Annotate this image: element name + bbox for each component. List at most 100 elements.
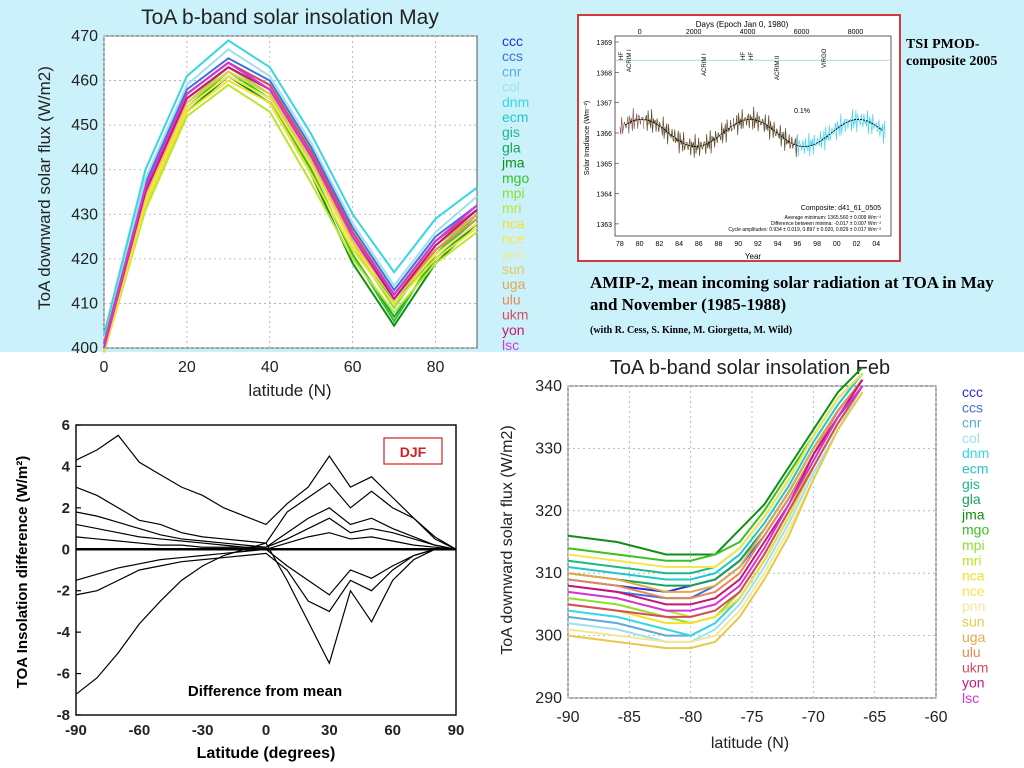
y-tick-label: -8	[57, 707, 70, 724]
y-tick-label: 300	[535, 628, 562, 645]
x-tick-label: 40	[261, 359, 279, 376]
series-line	[567, 379, 864, 593]
djf-tick-labels: -90 -60 -30 0 30 60 90 -8 -6 -4 -2 0 2 4 6	[57, 417, 465, 739]
legend-entry: ukm	[962, 659, 988, 675]
feb-series-lines	[567, 366, 864, 650]
series-line	[103, 74, 478, 349]
series-line	[567, 379, 864, 606]
y-tick-label: 6	[62, 417, 70, 434]
tsi-x-tick: 92	[754, 241, 762, 248]
series-line	[567, 385, 864, 643]
x-tick-label: -80	[679, 709, 702, 726]
djf-ylabel: TOA Insolation difference (W/m²)	[14, 456, 31, 689]
x-tick-label: -30	[192, 722, 214, 739]
may-plot-area	[103, 35, 478, 349]
legend-entry: ukm	[502, 307, 528, 323]
tsi-x-tick: 82	[655, 241, 663, 248]
legend-entry: ccc	[962, 384, 983, 400]
may-grid	[103, 35, 477, 349]
tsi-top-tick: 6000	[794, 29, 810, 36]
legend-entry: ulu	[962, 644, 981, 660]
legend-entry: nce	[502, 231, 525, 247]
tsi-top-tick: 0	[638, 29, 642, 36]
legend-entry: ulu	[502, 291, 521, 307]
series-line	[567, 385, 864, 618]
legend-entry: ccs	[502, 48, 523, 64]
tsi-top-ticks: 0 2000 4000 6000 8000	[638, 29, 864, 36]
djf-xlabel: Latitude (degrees)	[197, 745, 336, 762]
legend-entry: mpi	[962, 537, 985, 553]
tsi-y-tick: 1363	[596, 222, 612, 229]
y-tick-label: 410	[71, 295, 98, 312]
legend-entry: nca	[502, 215, 525, 231]
legend-entry: mgo	[962, 522, 989, 538]
feb-chart-xlabel: latitude (N)	[711, 735, 789, 752]
amip-subtitle: (with R. Cess, S. Kinne, M. Giorgetta, M…	[590, 325, 793, 336]
series-line	[75, 548, 456, 613]
tsi-stat-2: Difference between minima: -0.017 ± 0.00…	[771, 221, 881, 227]
series-line	[567, 379, 864, 600]
tsi-instrument-hf2: HF	[741, 52, 747, 60]
legend-entry: gla	[502, 139, 521, 155]
tsi-instrument-hf: HF	[619, 52, 625, 60]
x-tick-label: 30	[321, 722, 338, 739]
x-tick-label: 60	[384, 722, 401, 739]
legend-entry: dnm	[962, 445, 989, 461]
feb-grid	[567, 385, 937, 699]
tsi-top-tick: 4000	[740, 29, 756, 36]
series-line	[103, 57, 478, 344]
tsi-irradiance-series	[619, 106, 886, 158]
legend-entry: mgo	[502, 170, 529, 186]
legend-entry: ccc	[502, 33, 523, 49]
tsi-series-segment	[644, 109, 733, 158]
legend-entry: mpi	[502, 185, 525, 201]
tsi-pct-label: 0.1%	[794, 108, 810, 115]
series-line	[103, 39, 478, 335]
tsi-stat-3: Cycle amplitudes: 0.934 ± 0.019, 0.897 ±…	[728, 227, 881, 233]
x-tick-label: 80	[427, 359, 445, 376]
may-series-lines	[103, 39, 478, 353]
tsi-y-tick: 1364	[596, 192, 612, 199]
legend-entry: sun	[962, 614, 985, 630]
feb-chart-ylabel: ToA downward solar flux (W/m2)	[499, 425, 516, 654]
tsi-x-tick: 90	[734, 241, 742, 248]
tsi-x-tick: 04	[872, 241, 880, 248]
x-tick-label: -60	[128, 722, 150, 739]
legend-entry: dnm	[502, 94, 529, 110]
tsi-x-tick: 02	[853, 241, 861, 248]
tsi-label: TSI PMOD-composite 2005	[906, 37, 998, 69]
tsi-x-tick: 96	[793, 241, 801, 248]
tsi-composite-chart: Days (Epoch Jan 0, 1980) 0 2000 4000 6000 80…	[577, 14, 901, 262]
tsi-top-tick: 8000	[848, 29, 864, 36]
x-tick-label: -70	[802, 709, 825, 726]
may-insolation-chart: ToA b-band solar insolation May ToA down…	[35, 6, 529, 400]
y-tick-label: 0	[62, 541, 70, 558]
tsi-instrument-acrim2: ACRIM II	[775, 55, 781, 80]
series-line	[75, 517, 457, 550]
y-tick-label: -4	[57, 624, 71, 641]
tsi-series-segment	[732, 106, 798, 158]
x-tick-label: 60	[344, 359, 362, 376]
tsi-x-tick: 98	[813, 241, 821, 248]
legend-entry: col	[962, 430, 980, 446]
x-tick-label: 90	[448, 722, 465, 739]
x-tick-label: -65	[863, 709, 886, 726]
tsi-y-ticks: 1363 1364 1365 1366 1367 1368 1369	[596, 40, 619, 229]
tsi-x-tick: 78	[616, 241, 624, 248]
y-tick-label: 420	[71, 251, 98, 268]
djf-series-lines	[75, 434, 457, 695]
y-tick-label: 460	[71, 73, 98, 90]
y-tick-label: 330	[535, 440, 562, 457]
tsi-y-tick: 1369	[596, 40, 612, 47]
tsi-y-tick: 1367	[596, 101, 612, 108]
legend-entry: ecm	[962, 461, 988, 477]
djf-annotation: Difference from mean	[188, 683, 342, 700]
x-tick-label: -90	[556, 709, 579, 726]
tsi-composite-label: Composite: d41_61_0505	[801, 205, 881, 212]
tsi-x-tick: 88	[715, 241, 723, 248]
tsi-x-tick: 94	[774, 241, 782, 248]
legend-entry: ecm	[502, 109, 528, 125]
may-chart-title: ToA b-band solar insolation May	[141, 6, 439, 29]
legend-entry: gla	[962, 491, 981, 507]
may-legend: cccccscnrcoldnmecmgisglajmamgompimrincan…	[501, 33, 529, 353]
